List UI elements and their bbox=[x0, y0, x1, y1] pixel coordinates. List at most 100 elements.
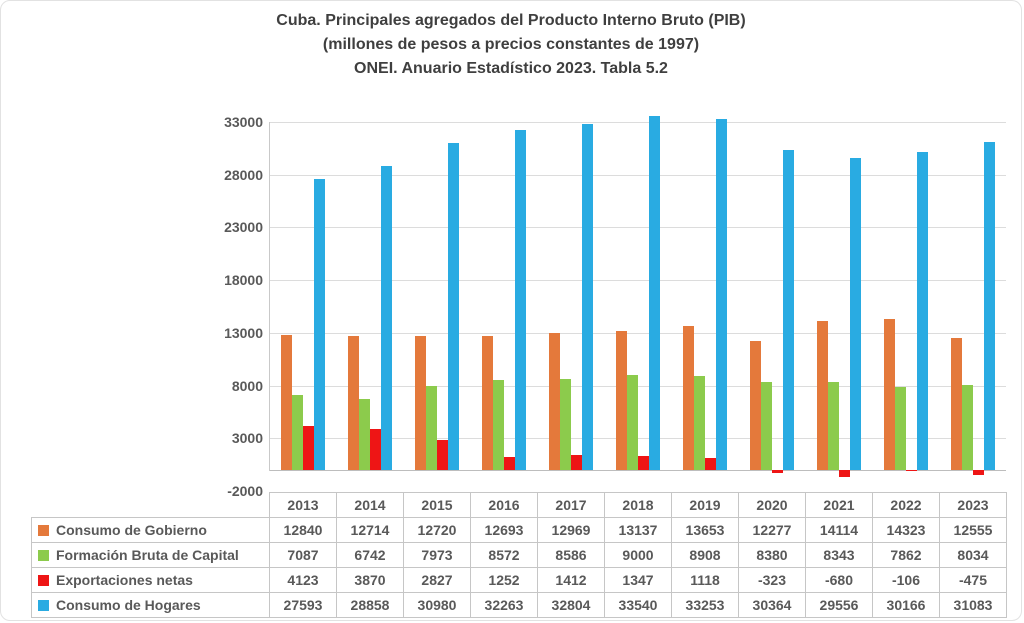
bar-consumo-de-gobierno-2014 bbox=[347, 335, 359, 470]
gridline-8000 bbox=[269, 385, 1006, 387]
value-cell-consumo-de-hogares-2013: 27593 bbox=[269, 592, 337, 618]
bar-formacion-bruta-de-capital-2021 bbox=[827, 382, 839, 470]
value-cell-consumo-de-hogares-2017: 32804 bbox=[537, 592, 605, 618]
bar-consumo-de-hogares-2017 bbox=[581, 124, 593, 470]
bar-consumo-de-gobierno-2019 bbox=[682, 326, 694, 470]
series-name-label: Consumo de Hogares bbox=[56, 597, 201, 613]
legend-swatch-icon-exportaciones-netas bbox=[38, 575, 49, 586]
value-cell-exportaciones-netas-2020: -323 bbox=[738, 567, 806, 593]
bar-consumo-de-gobierno-2016 bbox=[481, 336, 493, 470]
y-axis-tick-label-3000: 3000 bbox=[231, 430, 263, 447]
value-cell-consumo-de-hogares-2022: 30166 bbox=[872, 592, 940, 618]
value-cell-formacion-bruta-de-capital-2017: 8586 bbox=[537, 542, 605, 568]
y-axis-tick-label-28000: 28000 bbox=[224, 166, 263, 183]
bar-formacion-bruta-de-capital-2020 bbox=[760, 381, 772, 470]
legend-swatch-icon-consumo-de-gobierno bbox=[38, 525, 49, 536]
value-cell-exportaciones-netas-2023: -475 bbox=[939, 567, 1007, 593]
bar-exportaciones-netas-2019 bbox=[704, 458, 716, 470]
value-cell-formacion-bruta-de-capital-2020: 8380 bbox=[738, 542, 806, 568]
value-cell-formacion-bruta-de-capital-2019: 8908 bbox=[671, 542, 739, 568]
chart-title: Cuba. Principales agregados del Producto… bbox=[1, 9, 1021, 81]
value-cell-exportaciones-netas-2019: 1118 bbox=[671, 567, 739, 593]
bar-exportaciones-netas-2023 bbox=[972, 469, 984, 475]
value-cell-consumo-de-gobierno-2014: 12714 bbox=[336, 517, 404, 543]
value-cell-consumo-de-hogares-2020: 30364 bbox=[738, 592, 806, 618]
legend-swatch-icon-consumo-de-hogares bbox=[38, 600, 49, 611]
series-name-label: Consumo de Gobierno bbox=[56, 522, 207, 538]
value-cell-consumo-de-hogares-2015: 30980 bbox=[403, 592, 471, 618]
value-cell-consumo-de-gobierno-2022: 14323 bbox=[872, 517, 940, 543]
gridline-13000 bbox=[269, 332, 1006, 334]
series-name-label: Exportaciones netas bbox=[56, 572, 193, 588]
value-cell-consumo-de-hogares-2019: 33253 bbox=[671, 592, 739, 618]
value-cell-consumo-de-gobierno-2016: 12693 bbox=[470, 517, 538, 543]
value-cell-consumo-de-gobierno-2021: 14114 bbox=[805, 517, 873, 543]
bar-exportaciones-netas-2022 bbox=[905, 469, 917, 471]
table-row-consumo-de-gobierno: Consumo de Gobierno 12840 12714 12720 12693 1… bbox=[31, 517, 1007, 543]
value-cell-consumo-de-hogares-2023: 31083 bbox=[939, 592, 1007, 618]
bar-consumo-de-gobierno-2023 bbox=[950, 337, 962, 470]
series-label-cell-consumo-de-hogares: Consumo de Hogares bbox=[31, 592, 270, 618]
value-cell-consumo-de-gobierno-2023: 12555 bbox=[939, 517, 1007, 543]
gridline-18000 bbox=[269, 280, 1006, 282]
y-axis-tick-label--2000: -2000 bbox=[227, 483, 263, 499]
value-cell-formacion-bruta-de-capital-2015: 7973 bbox=[403, 542, 471, 568]
bar-exportaciones-netas-2015 bbox=[436, 440, 448, 470]
y-axis-tick-label-13000: 13000 bbox=[224, 324, 263, 341]
bar-consumo-de-hogares-2014 bbox=[380, 165, 392, 470]
bar-consumo-de-hogares-2018 bbox=[648, 116, 660, 470]
value-cell-exportaciones-netas-2014: 3870 bbox=[336, 567, 404, 593]
bar-exportaciones-netas-2020 bbox=[771, 469, 783, 474]
bar-exportaciones-netas-2017 bbox=[570, 455, 582, 470]
gridline-3000 bbox=[269, 438, 1006, 440]
bar-consumo-de-gobierno-2013 bbox=[280, 334, 292, 470]
chart-title-line-2: (millones de pesos a precios constantes … bbox=[322, 36, 700, 53]
bar-formacion-bruta-de-capital-2014 bbox=[358, 398, 370, 470]
bar-exportaciones-netas-2013 bbox=[302, 426, 314, 470]
table-header-row: 2013 2014 2015 2016 2017 2018 2019 2020 2021 2022… bbox=[31, 492, 1007, 518]
bar-formacion-bruta-de-capital-2015 bbox=[425, 385, 437, 470]
value-cell-formacion-bruta-de-capital-2022: 7862 bbox=[872, 542, 940, 568]
bar-consumo-de-gobierno-2015 bbox=[414, 335, 426, 470]
value-cell-exportaciones-netas-2021: -680 bbox=[805, 567, 873, 593]
plot-area bbox=[269, 116, 1006, 491]
series-name-label: Formación Bruta de Capital bbox=[56, 547, 239, 563]
y-axis-tick-label-8000: 8000 bbox=[231, 377, 263, 394]
year-header-cell-2015: 2015 bbox=[403, 492, 471, 518]
value-cell-consumo-de-gobierno-2017: 12969 bbox=[537, 517, 605, 543]
y-axis-tick-label-23000: 23000 bbox=[224, 219, 263, 236]
year-header-cell-2021: 2021 bbox=[805, 492, 873, 518]
gridline-33000 bbox=[269, 122, 1006, 123]
year-header-cell-2016: 2016 bbox=[470, 492, 538, 518]
year-header-cell-2019: 2019 bbox=[671, 492, 739, 518]
value-cell-consumo-de-hogares-2018: 33540 bbox=[604, 592, 672, 618]
y-axis-tick-label-18000: 18000 bbox=[224, 272, 263, 289]
table-row-consumo-de-hogares: Consumo de Hogares 27593 28858 30980 32263 32… bbox=[31, 592, 1007, 618]
value-cell-formacion-bruta-de-capital-2023: 8034 bbox=[939, 542, 1007, 568]
year-header-cell-2014: 2014 bbox=[336, 492, 404, 518]
value-cell-consumo-de-gobierno-2019: 13653 bbox=[671, 517, 739, 543]
year-header-cell-2022: 2022 bbox=[872, 492, 940, 518]
y-axis-tick-label-33000: 33000 bbox=[224, 114, 263, 130]
value-cell-exportaciones-netas-2022: -106 bbox=[872, 567, 940, 593]
value-cell-formacion-bruta-de-capital-2014: 6742 bbox=[336, 542, 404, 568]
year-header-cell-2020: 2020 bbox=[738, 492, 806, 518]
bar-formacion-bruta-de-capital-2013 bbox=[291, 395, 303, 470]
bar-exportaciones-netas-2014 bbox=[369, 429, 381, 470]
bar-exportaciones-netas-2018 bbox=[637, 455, 649, 470]
bar-consumo-de-hogares-2023 bbox=[983, 142, 995, 470]
year-header-cell-2018: 2018 bbox=[604, 492, 672, 518]
bar-formacion-bruta-de-capital-2016 bbox=[492, 379, 504, 470]
series-label-cell-formacion-bruta-de-capital: Formación Bruta de Capital bbox=[31, 542, 270, 568]
value-cell-consumo-de-gobierno-2020: 12277 bbox=[738, 517, 806, 543]
gridline-23000 bbox=[269, 227, 1006, 229]
value-cell-consumo-de-gobierno-2015: 12720 bbox=[403, 517, 471, 543]
year-header-cell-2023: 2023 bbox=[939, 492, 1007, 518]
bar-formacion-bruta-de-capital-2022 bbox=[894, 387, 906, 470]
value-cell-formacion-bruta-de-capital-2016: 8572 bbox=[470, 542, 538, 568]
bar-consumo-de-hogares-2022 bbox=[916, 151, 928, 470]
value-cell-consumo-de-hogares-2014: 28858 bbox=[336, 592, 404, 618]
bar-consumo-de-gobierno-2020 bbox=[749, 340, 761, 470]
gridline-28000 bbox=[269, 174, 1006, 176]
bar-formacion-bruta-de-capital-2019 bbox=[693, 376, 705, 470]
